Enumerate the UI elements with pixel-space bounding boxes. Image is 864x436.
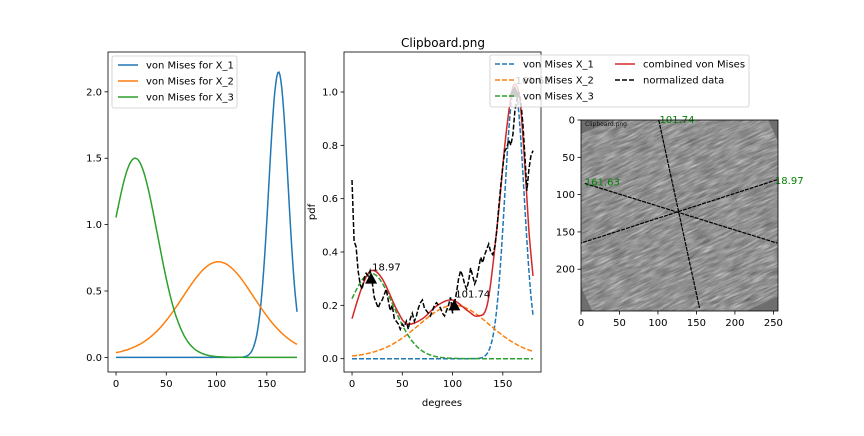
image-xtick-label: 200 bbox=[725, 318, 744, 329]
left-chart-legend-label: von Mises for X_3 bbox=[146, 93, 234, 104]
image-overlay-lines bbox=[581, 120, 778, 309]
image-watermark: Clipboard.png bbox=[585, 121, 627, 128]
image-ytick-label: 200 bbox=[556, 265, 575, 276]
middle-chart-series-line bbox=[351, 91, 534, 332]
image-overlay-line bbox=[658, 120, 701, 309]
middle-chart-xtick-label: 150 bbox=[493, 379, 512, 390]
middle-chart-xtick-label: 0 bbox=[349, 379, 355, 390]
middle-chart-ytick-label: 0.2 bbox=[322, 301, 338, 312]
left-chart-legend-label: von Mises for X_2 bbox=[146, 77, 234, 88]
image-panel: Clipboard.png 101.74 161.63 18.97 0 50 100 15… bbox=[556, 115, 804, 330]
middle-chart-ytick-label: 1.0 bbox=[322, 88, 338, 99]
left-chart-lines bbox=[115, 71, 298, 359]
middle-chart-series-line bbox=[351, 304, 534, 357]
left-chart-xtick-label: 150 bbox=[257, 379, 276, 390]
figure-title: Clipboard.png bbox=[401, 36, 485, 50]
image-overlay-line bbox=[581, 179, 778, 244]
image-xtick-label: 0 bbox=[578, 318, 584, 329]
image-ytick-label: 0 bbox=[569, 116, 575, 127]
image-xtick-label: 100 bbox=[648, 318, 667, 329]
middle-chart-xtick-label: 50 bbox=[396, 379, 409, 390]
middle-chart-legend-label: von Mises X_1 bbox=[523, 60, 594, 71]
image-ytick-label: 50 bbox=[562, 153, 575, 164]
image-overlay-label: 101.74 bbox=[659, 115, 694, 126]
image-overlay-label: 18.97 bbox=[775, 176, 804, 187]
peak-annotation: 18.97 bbox=[372, 263, 401, 274]
left-chart-ytick-label: 1.5 bbox=[86, 154, 102, 165]
left-chart-xtick-label: 100 bbox=[207, 379, 226, 390]
image-xtick-label: 150 bbox=[687, 318, 706, 329]
middle-chart-frame bbox=[343, 51, 542, 373]
peak-marker bbox=[365, 272, 378, 284]
image-overlay-line bbox=[584, 182, 778, 244]
middle-chart-xlabel: degrees bbox=[422, 398, 462, 409]
left-chart-xtick-label: 50 bbox=[160, 379, 173, 390]
middle-chart-legend-label: normalized data bbox=[643, 76, 724, 87]
left-chart-series-line bbox=[115, 261, 298, 354]
peak-annotation: 101.74 bbox=[455, 289, 490, 300]
image-frame bbox=[580, 119, 779, 312]
left-chart-ytick-label: 0.5 bbox=[86, 287, 102, 298]
middle-chart-ylabel: pdf bbox=[307, 203, 318, 220]
middle-chart-series-line bbox=[351, 272, 533, 360]
left-chart-ytick-label: 0.0 bbox=[86, 353, 102, 364]
left-chart-frame bbox=[107, 51, 306, 373]
middle-chart-legend-label: combined von Mises bbox=[643, 60, 745, 71]
middle-chart-series-line bbox=[352, 85, 534, 360]
image-xtick-label: 250 bbox=[764, 318, 783, 329]
middle-chart-ytick-label: 0.0 bbox=[322, 354, 338, 365]
middle-chart-panel: 0 50 100 150 0.0 0.2 0.4 0.6 0.8 1.0 18.97 101.74 1… bbox=[307, 51, 750, 409]
image-xtick-label: 50 bbox=[613, 318, 626, 329]
middle-chart-ticks: 0 50 100 150 0.0 0.2 0.4 0.6 0.8 1.0 bbox=[322, 88, 512, 391]
left-chart-ticks: 0 50 100 150 0.0 0.5 1.0 1.5 2.0 bbox=[86, 87, 276, 390]
left-chart-ytick-label: 1.0 bbox=[86, 220, 102, 231]
middle-chart-legend-label: von Mises X_2 bbox=[523, 76, 594, 87]
left-chart-panel: 0 50 100 150 0.0 0.5 1.0 1.5 2.0 von Mises for X… bbox=[86, 51, 306, 390]
peak-marker bbox=[448, 299, 461, 311]
image-ytick-label: 100 bbox=[556, 190, 575, 201]
middle-chart-xtick-label: 100 bbox=[443, 379, 462, 390]
image-texture bbox=[581, 120, 778, 311]
middle-chart-ytick-label: 0.4 bbox=[322, 248, 338, 259]
left-chart-ytick-label: 2.0 bbox=[86, 87, 102, 98]
left-chart-series-line bbox=[115, 157, 297, 359]
middle-chart-ytick-label: 0.6 bbox=[322, 194, 338, 205]
left-chart-legend-label: von Mises for X_1 bbox=[146, 61, 234, 72]
middle-chart-ytick-label: 0.8 bbox=[322, 141, 338, 152]
image-ytick-label: 150 bbox=[556, 227, 575, 238]
image-ticks: 0 50 100 150 200 250 0 50 100 150 200 bbox=[556, 116, 783, 330]
left-chart-xtick-label: 0 bbox=[113, 379, 119, 390]
left-chart-series-line bbox=[116, 71, 298, 359]
image-overlay-labels: 101.74 161.63 18.97 bbox=[585, 115, 804, 189]
middle-chart-legend-label: von Mises X_3 bbox=[523, 92, 594, 103]
image-overlay-label: 161.63 bbox=[585, 178, 620, 189]
